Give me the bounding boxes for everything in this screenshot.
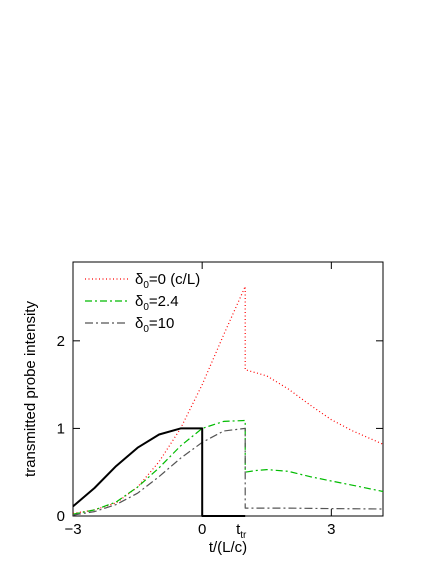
- series-line-1: [72, 285, 384, 514]
- x-axis-label: t/(L/c): [209, 539, 247, 556]
- x-tick-label: −3: [64, 521, 81, 538]
- legend-item-3: δ0=10: [85, 315, 174, 335]
- y-tick-label: 0: [57, 508, 65, 525]
- annotation-t-tr: ttr: [236, 521, 247, 541]
- plot-frame: [72, 261, 384, 517]
- series-line-3: [72, 427, 384, 516]
- series-line-2: [72, 419, 384, 515]
- legend-label: δ0=10: [135, 315, 174, 335]
- x-tick-label: 0: [198, 521, 206, 538]
- legend-label: δ0=2.4: [135, 293, 179, 313]
- legend-item-1: δ0=0 (c/L): [85, 271, 200, 291]
- y-tick-label: 2: [57, 333, 65, 350]
- pulse-line: [72, 427, 246, 517]
- x-tick-label: 3: [327, 521, 335, 538]
- y-axis-label: transmitted probe intensity: [22, 301, 39, 477]
- legend-label: δ0=0 (c/L): [135, 271, 200, 291]
- y-tick-label: 1: [57, 420, 65, 437]
- legend-item-2: δ0=2.4: [85, 293, 179, 313]
